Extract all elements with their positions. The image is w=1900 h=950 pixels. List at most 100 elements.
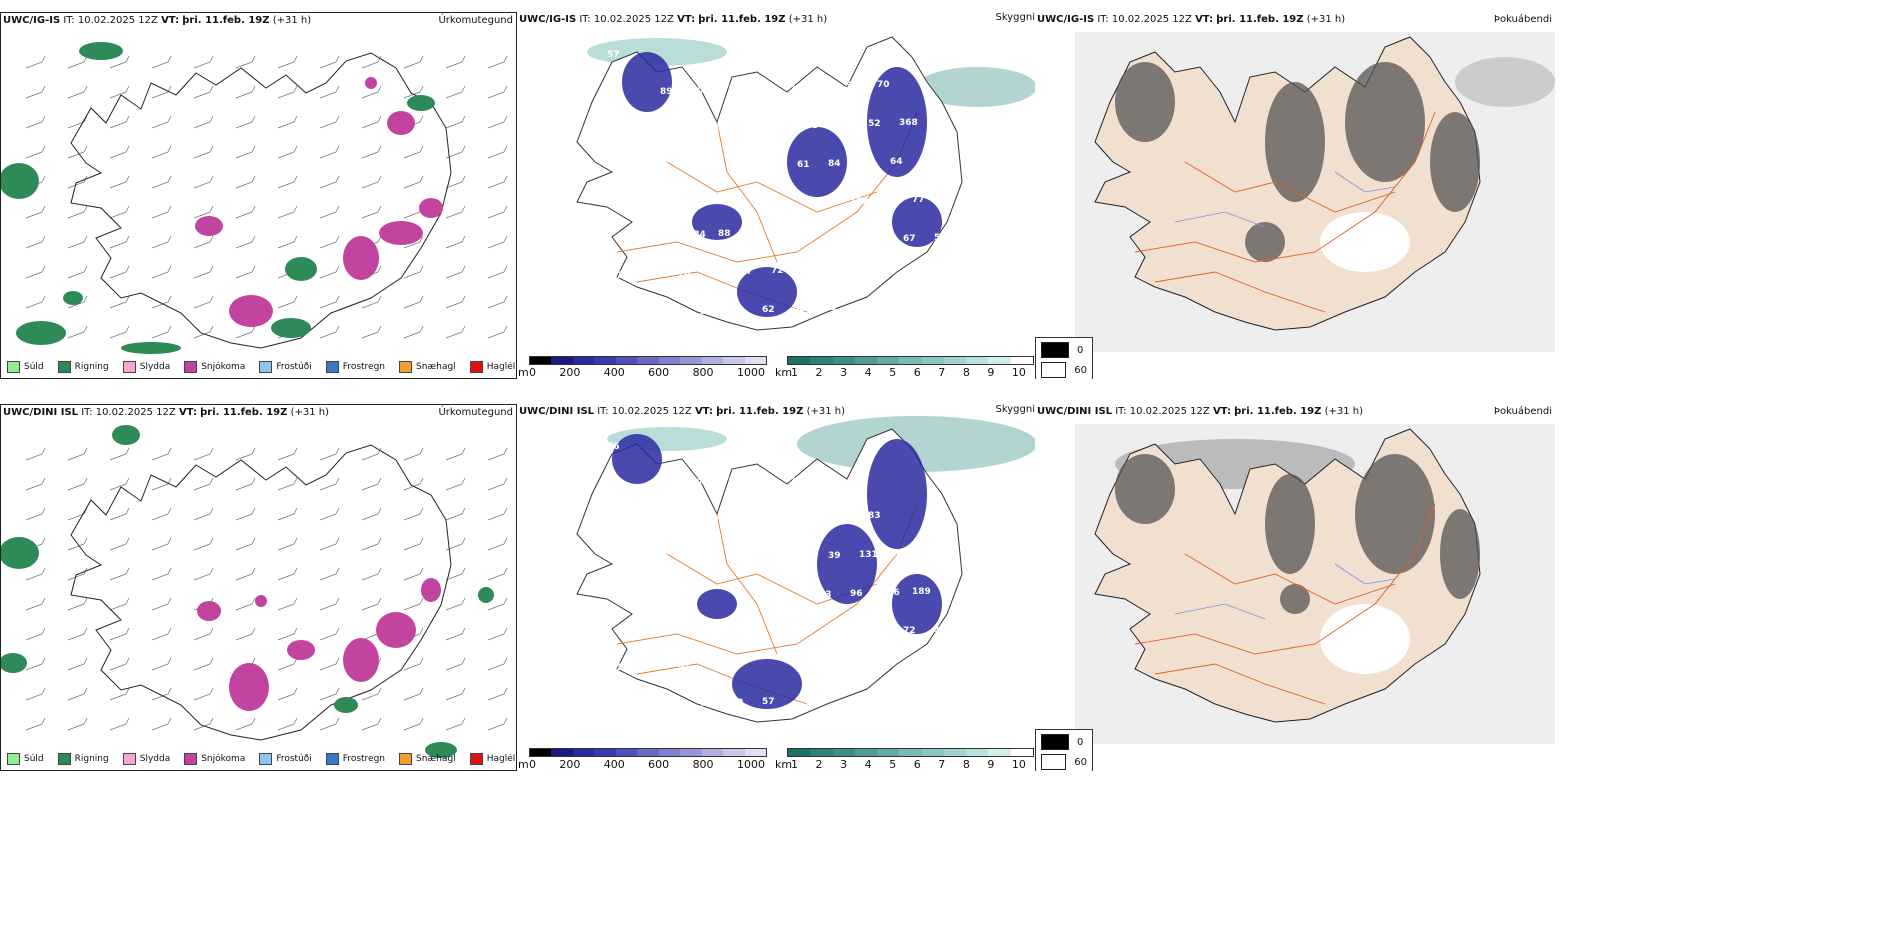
- wind-barb: [235, 717, 256, 731]
- wind-barb: [25, 115, 46, 129]
- legend-item: Slydda: [122, 753, 170, 765]
- wind-barb: [487, 295, 508, 309]
- wind-barb: [67, 537, 88, 551]
- wind-barb: [403, 477, 424, 491]
- ceiling-value-label: 71: [634, 193, 647, 203]
- wind-barb: [193, 537, 214, 551]
- wind-barb: [445, 627, 466, 641]
- wind-barb: [235, 265, 256, 279]
- ceiling-value-label: 159: [744, 515, 763, 525]
- ceiling-value-label: 284: [687, 230, 706, 240]
- wind-barb: [193, 507, 214, 521]
- ceiling-value-label: 109: [837, 512, 856, 522]
- wind-barb: [403, 55, 424, 69]
- wind-barb: [403, 447, 424, 461]
- ceiling-value-label: 52: [868, 119, 881, 129]
- wind-barb: [361, 85, 382, 99]
- legend-item: Frostregn: [325, 753, 385, 765]
- ceiling-value-label: 55: [793, 304, 806, 314]
- wind-barb: [67, 657, 88, 671]
- wind-barb: [67, 145, 88, 159]
- wind-barb: [235, 205, 256, 219]
- wind-barb: [445, 717, 466, 731]
- ceiling-value-label: 61: [819, 198, 832, 208]
- ceiling-value-label: 85: [859, 158, 872, 168]
- wind-barb: [67, 265, 88, 279]
- ceiling-value-label: 62: [762, 305, 775, 315]
- wind-barb: [445, 55, 466, 69]
- wind-barb: [151, 115, 172, 129]
- ceiling-value-label: 99: [700, 307, 713, 317]
- ceiling-value-label: 75: [722, 477, 735, 487]
- ceiling-value-label: 107: [753, 476, 772, 486]
- wind-barb: [361, 145, 382, 159]
- legend-swatch: [7, 753, 20, 765]
- wind-barb: [193, 325, 214, 339]
- ceiling-value-label: 32: [925, 272, 938, 282]
- ceiling-value-label: 173: [665, 192, 684, 202]
- ceiling-ticks: 0 200 400 600 800 1000: [529, 366, 765, 379]
- ceiling-value-label: 77: [700, 699, 713, 709]
- wind-barb: [235, 477, 256, 491]
- panel-type-label: Úrkomutegund: [438, 407, 513, 418]
- panel-type-label: Þokuábendi: [1493, 406, 1552, 417]
- legend-swatch: [7, 361, 20, 373]
- ceiling-value-label: 72: [771, 266, 784, 276]
- wind-barb: [109, 447, 130, 461]
- wind-barb: [235, 507, 256, 521]
- wind-barb: [445, 567, 466, 581]
- legend-item: Snæhagl: [399, 361, 456, 373]
- ceiling-value-label: 39: [828, 551, 841, 561]
- legend-swatch: [259, 361, 273, 373]
- legend-item: Haglél: [469, 753, 515, 765]
- ceiling-value-label: 87: [709, 268, 722, 278]
- wind-barb: [403, 235, 424, 249]
- wind-barb: [445, 115, 466, 129]
- ceiling-value-label: 56: [607, 442, 620, 452]
- legend-swatch: [184, 753, 198, 765]
- wind-barb: [319, 205, 340, 219]
- wind-barb: [193, 265, 214, 279]
- wind-barb: [193, 657, 214, 671]
- ceiling-value-label: 91: [784, 83, 797, 93]
- ceiling-value-label: 154: [638, 701, 657, 711]
- wind-barb: [319, 627, 340, 641]
- wind-barb: [487, 597, 508, 611]
- wind-barb: [193, 567, 214, 581]
- ceiling-value-label: 131: [859, 550, 878, 560]
- wind-barb: [277, 717, 298, 731]
- wind-barb: [277, 597, 298, 611]
- wind-barb: [277, 175, 298, 189]
- ceiling-value-label: 83: [731, 306, 744, 316]
- ceiling-value-label: 101: [925, 664, 944, 674]
- cloud-ceiling-map: 56 58 70 60 03 78 101 154 87 159 295 96 72 119 78 75 59 3…: [576, 416, 1035, 723]
- wind-barb: [361, 477, 382, 491]
- wind-barb: [487, 657, 508, 671]
- wind-barb: [25, 477, 46, 491]
- wind-barb: [319, 325, 340, 339]
- ceiling-value-label: 87: [691, 478, 704, 488]
- wind-barb: [277, 295, 298, 309]
- wind-barb: [25, 597, 46, 611]
- ceiling-value-label: 96: [850, 589, 863, 599]
- wind-barb: [403, 85, 424, 99]
- wind-barb: [319, 175, 340, 189]
- ceiling-color-strip: [529, 748, 767, 757]
- wind-barb: [235, 325, 256, 339]
- wind-barb: [151, 55, 172, 69]
- ceiling-value-label: 62: [625, 232, 638, 242]
- ceiling-value-label: 70: [877, 80, 890, 90]
- wind-barb: [403, 687, 424, 701]
- wind-barb: [151, 265, 172, 279]
- legend-item: Snæhagl: [399, 753, 456, 765]
- ceiling-value-label: 91: [784, 475, 797, 485]
- legend-swatch: [325, 361, 339, 373]
- cloud-ceiling-map: 57 89 44 54 61 81 32 179 10 59 61 102 67 74 37 73 93 84 59…: [576, 36, 1035, 331]
- wind-barb: [319, 717, 340, 731]
- wind-barb: [403, 717, 424, 731]
- wind-barb: [235, 627, 256, 641]
- visibility-ticks: 1 2 3 4 5 6 7 8 9 10: [791, 366, 1026, 379]
- legend-swatch: [57, 753, 71, 765]
- wind-barb: [277, 85, 298, 99]
- ceiling-value-label: 03: [819, 590, 832, 600]
